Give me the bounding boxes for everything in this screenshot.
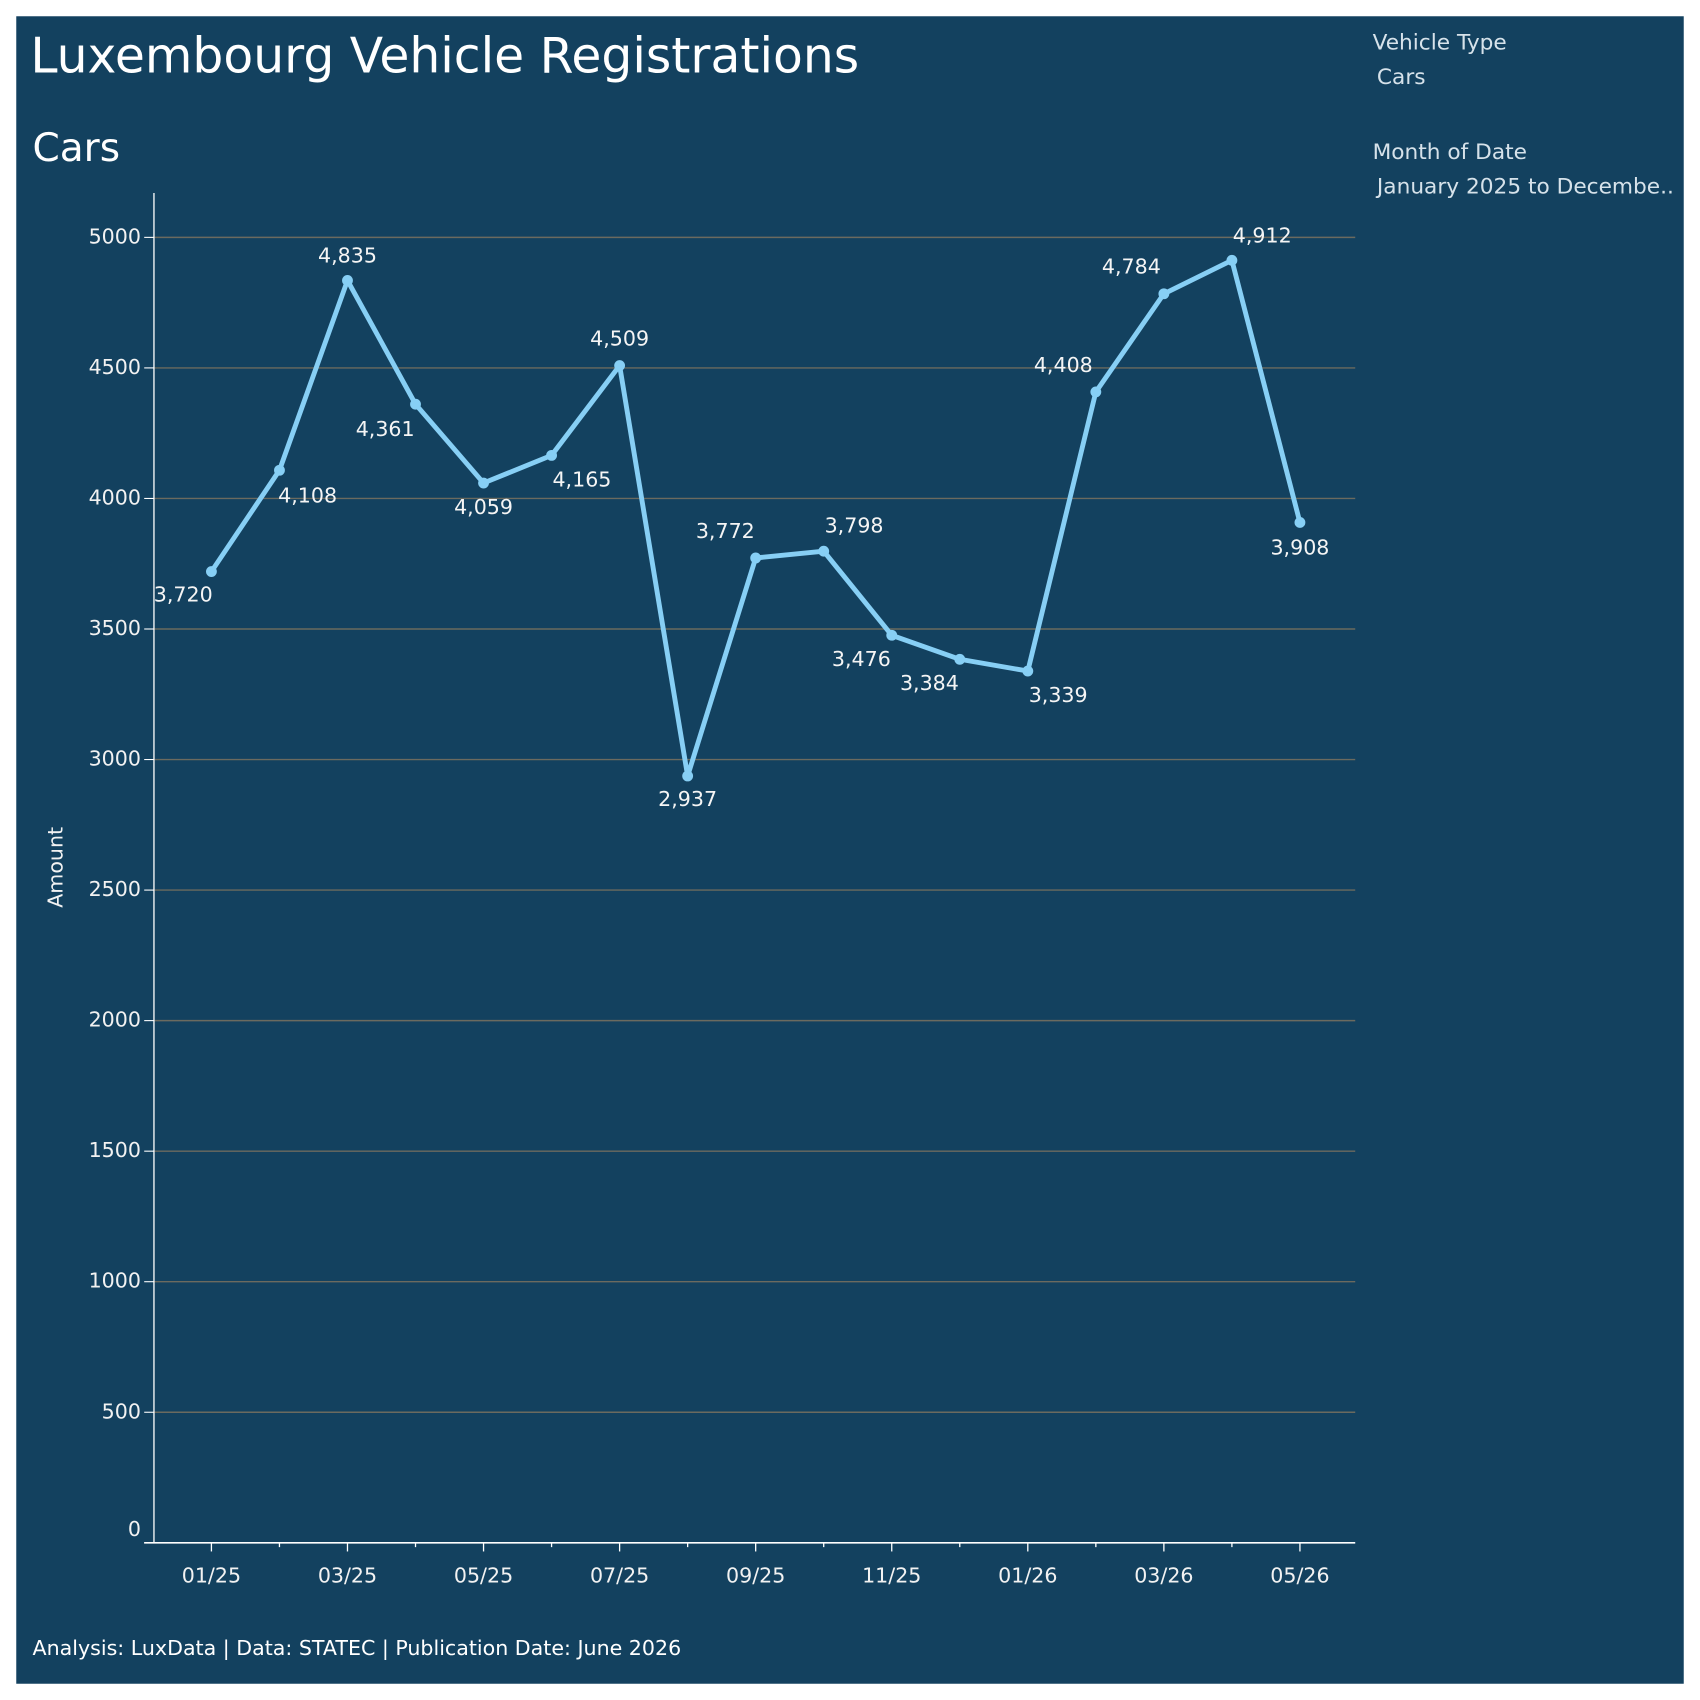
point (818, 545, 830, 557)
data-label: 4,165 (552, 467, 611, 491)
data-label: 4,408 (1034, 353, 1093, 377)
point (1090, 386, 1102, 398)
data-label: 3,384 (900, 671, 959, 695)
grid: 0 500 1000 1500 2000 2500 3000 3500 4000 4500 5000… (89, 224, 1356, 1587)
data-label: 3,798 (825, 513, 884, 537)
point (886, 629, 898, 641)
filter-value: January 2025 to Decembe.. (1375, 175, 1674, 200)
data-label: 4,108 (278, 483, 337, 507)
point (1226, 254, 1238, 266)
point (954, 653, 966, 665)
point (274, 464, 285, 476)
data-label: 4,784 (1102, 255, 1161, 279)
y-tick-label: 2000 (89, 1008, 141, 1032)
x-tick-label: 05/25 (454, 1563, 513, 1587)
point (1158, 288, 1170, 300)
x-tick-label: 01/26 (998, 1563, 1057, 1587)
data-label: 3,476 (832, 647, 891, 671)
point (682, 770, 694, 782)
point (410, 398, 421, 410)
point (546, 449, 557, 461)
chart-title: Luxembourg Vehicle Registrations (30, 28, 859, 85)
x-tick-label: 01/25 (182, 1563, 241, 1587)
x-tick-label: 03/25 (318, 1563, 377, 1587)
data-label: 2,937 (658, 787, 717, 811)
data-label: 4,509 (590, 327, 649, 351)
background (16, 16, 1684, 1684)
point (614, 360, 626, 371)
data-label: 4,835 (318, 244, 377, 268)
x-tick-label: 09/25 (726, 1563, 785, 1587)
filter-label: Vehicle Type (1373, 30, 1507, 55)
y-tick-label: 1000 (89, 1269, 141, 1293)
x-tick-label: 05/26 (1270, 1563, 1329, 1587)
data-label: 3,908 (1270, 535, 1329, 559)
point (750, 552, 762, 564)
chart-subtitle: Cars (33, 126, 121, 171)
y-tick-label: 1500 (89, 1138, 141, 1162)
footer: Analysis: LuxData | Data: STATEC | Publi… (33, 1636, 682, 1661)
y-axis-label: Amount (43, 827, 67, 908)
x-tick-label: 03/26 (1134, 1563, 1193, 1587)
y-tick-label: 2500 (89, 877, 141, 901)
y-tick-label: 4500 (89, 355, 141, 379)
x-tick-label: 07/25 (590, 1563, 649, 1587)
y-tick-label: 0 (128, 1517, 141, 1541)
y-tick-label: 3000 (89, 747, 141, 771)
y-tick-label: 4000 (89, 485, 141, 509)
data-label: 4,059 (454, 495, 513, 519)
point (478, 477, 489, 489)
filter-panel: Vehicle Type Cars Month of Date January 202… (1373, 30, 1674, 199)
data-label: 3,720 (154, 582, 213, 606)
x-tick-label: 11/25 (862, 1563, 921, 1587)
point (1022, 665, 1034, 677)
filter-label: Month of Date (1373, 140, 1527, 165)
data-label: 4,361 (356, 417, 415, 441)
data-label: 3,772 (696, 519, 755, 543)
point (342, 275, 353, 286)
filter-value: Cars (1377, 65, 1426, 90)
y-tick-label: 500 (102, 1399, 141, 1423)
point (205, 566, 217, 577)
data-label: 3,339 (1029, 683, 1088, 707)
data-label: 4,912 (1233, 223, 1292, 247)
y-tick-label: 3500 (89, 616, 141, 640)
point (1294, 517, 1306, 528)
y-tick-label: 5000 (89, 224, 141, 248)
plot: 3,720 4,108 4,835 4,361 4,059 4,165 4,509 2,937… (154, 223, 1330, 810)
